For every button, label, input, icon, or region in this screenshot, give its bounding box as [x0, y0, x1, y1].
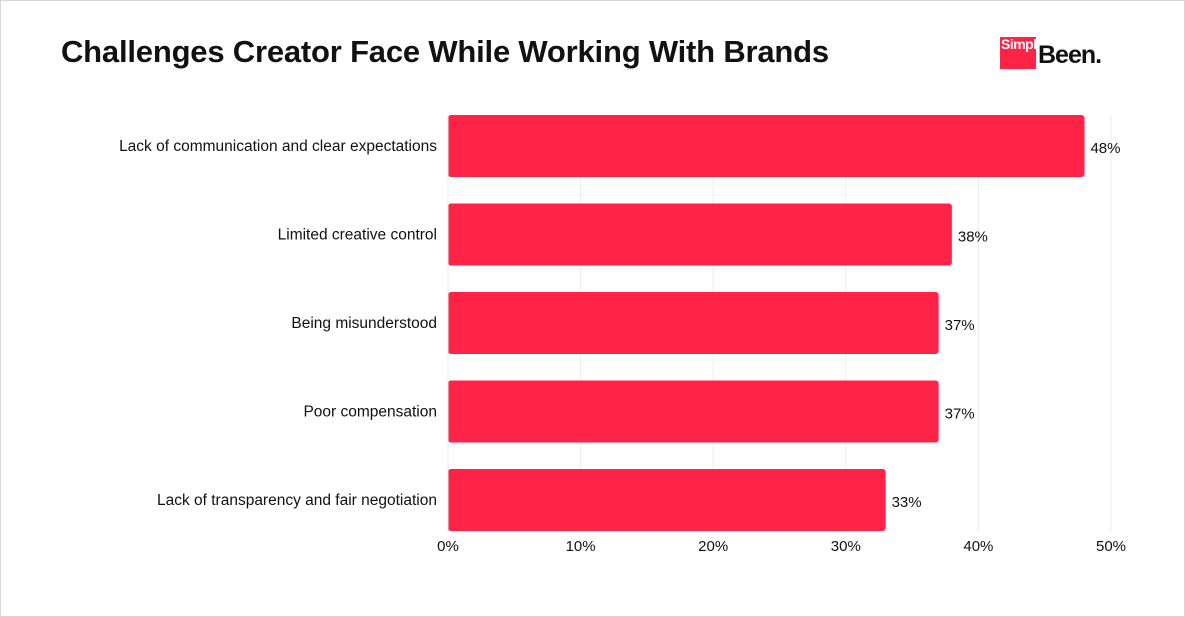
brand-logo: Simple Been.: [1000, 37, 1120, 69]
category-label: Lack of communication and clear expectat…: [119, 138, 437, 155]
data-label: 33%: [892, 494, 922, 511]
category-label: Limited creative control: [278, 227, 437, 244]
x-tick-label: 50%: [1096, 538, 1126, 555]
x-tick-label: 0%: [437, 538, 459, 555]
category-label: Poor compensation: [303, 404, 437, 421]
data-label: 48%: [1090, 140, 1120, 157]
x-tick-label: 40%: [963, 538, 993, 555]
category-label: Lack of transparency and fair negotiatio…: [157, 492, 437, 509]
data-label: 38%: [958, 229, 988, 246]
x-tick-label: 20%: [698, 538, 728, 555]
data-label: 37%: [945, 317, 975, 334]
bar: [448, 292, 939, 354]
category-label: Being misunderstood: [291, 315, 437, 332]
logo-mark: Simple: [1000, 36, 1044, 69]
bar: [448, 469, 886, 531]
logo-mark-text: Simple: [1001, 36, 1044, 52]
bar: [448, 203, 952, 266]
logo-wordmark: Been.: [1038, 41, 1102, 69]
data-label: 37%: [945, 406, 975, 423]
x-tick-label: 10%: [566, 538, 596, 555]
page-title: Challenges Creator Face While Working Wi…: [61, 34, 829, 69]
x-tick-label: 30%: [831, 538, 861, 555]
bar: [448, 115, 1085, 177]
bar: [448, 380, 939, 443]
